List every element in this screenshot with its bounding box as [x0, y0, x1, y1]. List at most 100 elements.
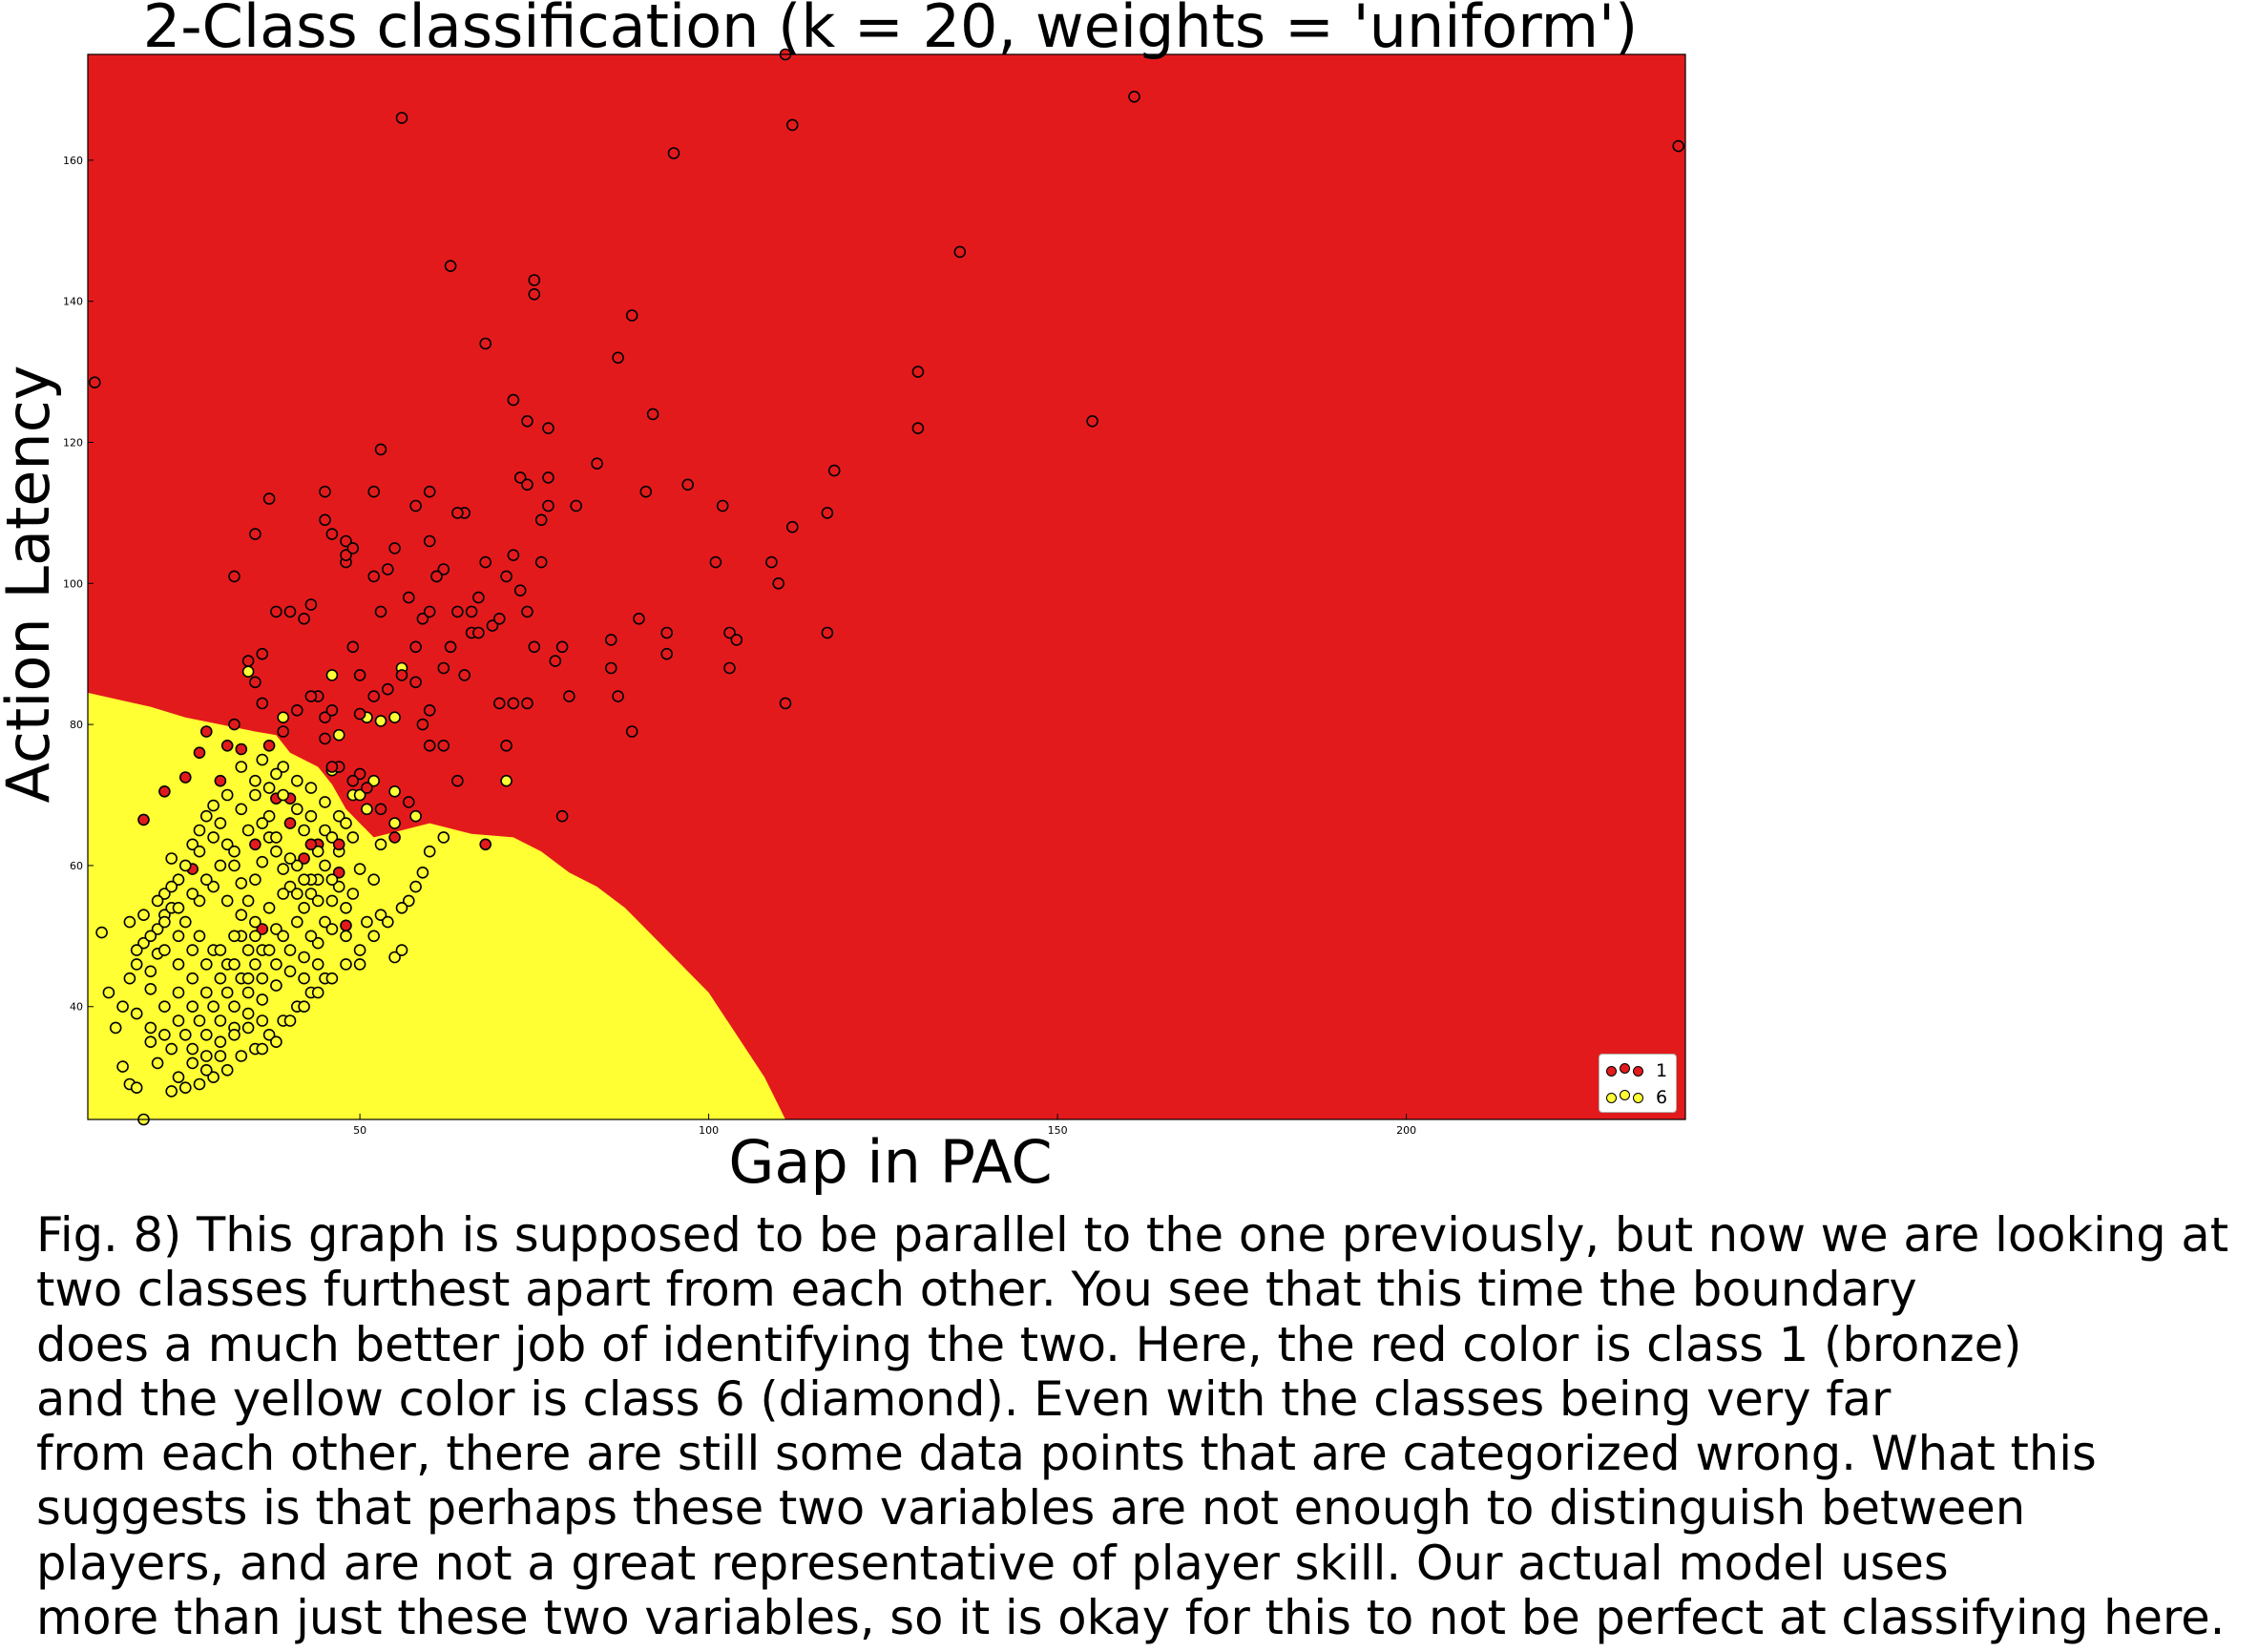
data-point-class-1	[158, 784, 171, 798]
data-point-class-1	[249, 528, 261, 540]
data-point-class-6	[116, 1060, 129, 1073]
data-point-class-6	[186, 1056, 199, 1070]
data-point-class-1	[325, 761, 339, 773]
data-point-class-6	[172, 901, 185, 914]
data-point-class-1	[381, 563, 394, 575]
data-point-class-1	[193, 746, 206, 760]
data-point-class-1	[451, 507, 464, 519]
chart-title: 2-Class classification (k = 20, weights …	[142, 0, 1639, 61]
data-point-class-1	[137, 813, 150, 826]
data-point-class-1	[423, 703, 436, 717]
data-point-class-1	[304, 690, 318, 702]
data-point-class-1	[667, 147, 680, 159]
data-point-class-1	[723, 661, 736, 675]
data-point-class-1	[241, 655, 255, 667]
data-point-class-6	[151, 923, 164, 935]
data-point-class-1	[827, 464, 841, 477]
data-point-class-6	[186, 944, 199, 956]
data-point-class-1	[591, 457, 603, 471]
data-point-class-1	[423, 534, 436, 548]
data-point-class-6	[395, 944, 408, 956]
data-point-class-1	[270, 605, 282, 618]
data-point-class-6	[423, 845, 436, 858]
data-point-class-6	[270, 958, 282, 971]
data-point-class-1	[381, 682, 394, 696]
data-point-class-6	[367, 774, 381, 787]
data-point-class-6	[262, 944, 276, 956]
data-point-class-6	[220, 894, 234, 908]
data-point-class-1	[304, 838, 318, 851]
y-tick-label: 60	[70, 860, 83, 872]
data-point-class-6	[172, 958, 185, 971]
data-point-class-6	[353, 944, 366, 956]
data-point-class-1	[555, 640, 569, 654]
data-point-class-6	[304, 809, 318, 823]
data-point-class-1	[256, 923, 269, 935]
data-point-class-6	[249, 774, 261, 787]
data-point-class-1	[542, 499, 554, 512]
data-point-class-6	[283, 965, 297, 978]
data-point-class-1	[416, 718, 429, 731]
data-point-class-6	[409, 880, 422, 893]
data-point-class-6	[123, 915, 136, 929]
data-point-class-1	[953, 245, 967, 259]
data-point-class-6	[179, 1029, 192, 1041]
data-point-class-6	[144, 1035, 157, 1048]
y-tick-label: 140	[63, 296, 83, 308]
data-point-class-1	[534, 555, 548, 569]
legend-marker-6	[1606, 1089, 1650, 1103]
legend-label-6: 6	[1656, 1087, 1668, 1108]
data-point-class-6	[186, 1000, 199, 1013]
data-point-class-1	[646, 408, 659, 421]
data-point-class-6	[409, 809, 422, 823]
data-point-class-1	[388, 542, 401, 554]
data-point-class-6	[172, 873, 185, 887]
data-point-class-6	[319, 796, 331, 808]
data-point-class-6	[319, 824, 331, 837]
data-point-class-1	[304, 598, 318, 611]
data-point-class-1	[277, 725, 290, 738]
data-point-class-1	[625, 309, 638, 322]
data-point-class-6	[158, 944, 171, 956]
data-point-class-1	[521, 414, 533, 428]
data-point-class-1	[772, 576, 785, 590]
data-point-class-6	[290, 859, 303, 872]
data-point-class-1	[402, 796, 415, 808]
data-point-class-6	[249, 915, 261, 929]
data-point-class-6	[214, 817, 227, 829]
data-point-class-6	[241, 894, 255, 908]
data-point-class-1	[444, 260, 457, 273]
data-point-class-6	[388, 951, 401, 964]
data-point-class-6	[500, 774, 512, 787]
data-point-class-1	[361, 782, 373, 794]
data-point-class-6	[241, 1007, 255, 1020]
data-point-class-6	[374, 715, 387, 727]
data-point-class-1	[395, 112, 408, 124]
data-point-class-1	[821, 507, 834, 519]
data-point-class-6	[325, 972, 339, 985]
data-point-class-1	[542, 422, 554, 435]
data-point-class-1	[639, 485, 653, 498]
data-point-class-6	[220, 1064, 234, 1077]
data-point-class-6	[228, 930, 240, 943]
data-point-class-6	[214, 1050, 227, 1062]
data-point-class-6	[353, 863, 366, 875]
data-point-class-1	[513, 471, 527, 484]
data-point-class-1	[458, 669, 471, 681]
x-axis-label: Gap in PAC	[728, 1127, 1053, 1197]
data-point-class-6	[179, 1081, 192, 1094]
data-point-class-1	[437, 661, 450, 675]
data-point-class-6	[262, 901, 276, 914]
data-point-class-6	[207, 1000, 220, 1013]
data-point-class-1	[451, 774, 464, 787]
data-point-class-6	[270, 767, 282, 781]
data-point-class-6	[340, 930, 352, 943]
caption-line: Fig. 8) This graph is supposed to be par…	[36, 1207, 2229, 1263]
data-point-class-1	[367, 690, 381, 702]
data-point-class-6	[241, 824, 255, 837]
data-point-class-1	[220, 739, 234, 752]
data-point-class-1	[353, 669, 366, 681]
data-point-class-6	[228, 958, 240, 971]
data-point-class-1	[472, 591, 485, 604]
data-point-class-6	[228, 1029, 240, 1041]
